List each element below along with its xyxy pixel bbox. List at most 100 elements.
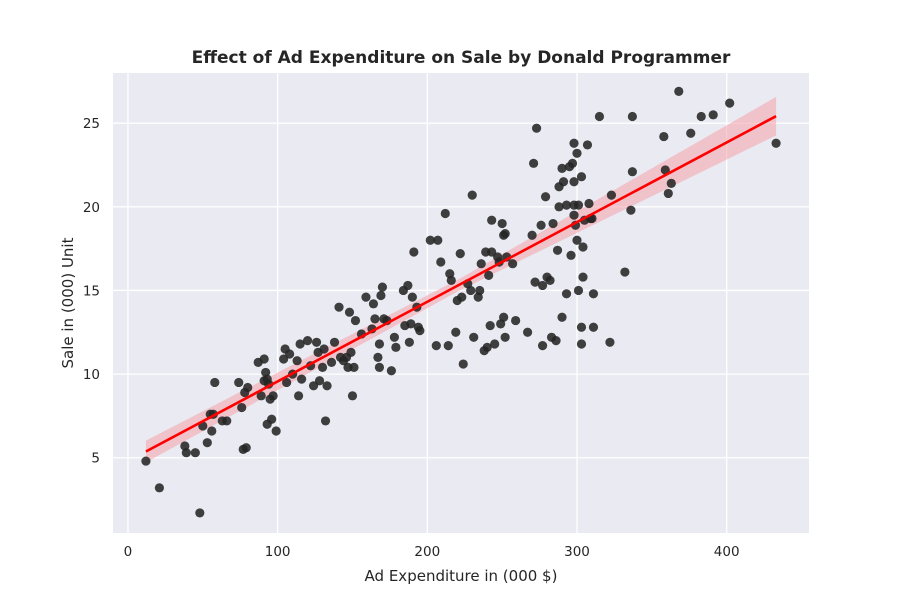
data-point bbox=[425, 235, 435, 245]
data-point bbox=[528, 158, 539, 168]
data-point bbox=[451, 327, 461, 337]
data-point bbox=[386, 366, 396, 376]
data-point bbox=[572, 235, 582, 245]
data-point bbox=[361, 292, 371, 302]
x-tick-label: 100 bbox=[265, 544, 291, 560]
data-point bbox=[576, 339, 587, 349]
data-point bbox=[567, 158, 578, 168]
data-point bbox=[530, 277, 540, 287]
data-point bbox=[181, 448, 191, 458]
data-point bbox=[582, 140, 593, 150]
data-point bbox=[329, 337, 340, 347]
data-point bbox=[295, 339, 305, 349]
data-point bbox=[374, 362, 385, 372]
data-point bbox=[476, 259, 486, 269]
data-point bbox=[511, 315, 521, 326]
data-point bbox=[344, 307, 355, 317]
y-tick-label: 5 bbox=[91, 451, 100, 467]
data-point bbox=[482, 342, 492, 352]
data-point bbox=[389, 332, 399, 342]
data-point bbox=[487, 215, 497, 225]
data-point bbox=[294, 391, 304, 401]
data-point bbox=[406, 319, 416, 329]
y-axis-label: Sale in (000) Unit bbox=[59, 237, 77, 368]
data-point bbox=[234, 377, 244, 388]
data-point bbox=[259, 354, 269, 364]
data-point bbox=[443, 341, 453, 351]
data-point bbox=[545, 275, 555, 286]
data-point bbox=[317, 362, 328, 372]
data-point bbox=[285, 349, 295, 359]
data-point bbox=[573, 200, 584, 210]
data-point bbox=[686, 128, 696, 138]
regression-line-group bbox=[145, 115, 777, 453]
data-point bbox=[569, 138, 579, 148]
data-point bbox=[376, 290, 386, 301]
data-point bbox=[407, 292, 417, 302]
data-point bbox=[391, 342, 401, 352]
data-point bbox=[334, 302, 344, 312]
data-point bbox=[569, 210, 579, 220]
data-point bbox=[455, 249, 465, 259]
data-point bbox=[573, 285, 584, 296]
data-point bbox=[207, 426, 217, 436]
data-point bbox=[523, 327, 533, 337]
x-tick-label: 0 bbox=[124, 544, 133, 560]
data-point bbox=[190, 448, 200, 458]
data-point bbox=[620, 267, 630, 277]
data-point bbox=[660, 165, 670, 175]
data-point bbox=[311, 337, 322, 347]
data-point bbox=[584, 198, 594, 209]
regression-line bbox=[145, 115, 777, 453]
data-point bbox=[500, 228, 510, 239]
data-point bbox=[458, 359, 468, 369]
data-point bbox=[431, 341, 441, 351]
data-point bbox=[576, 322, 587, 332]
data-point bbox=[508, 259, 518, 269]
data-point bbox=[500, 332, 510, 342]
data-point bbox=[350, 315, 361, 326]
data-point bbox=[499, 312, 509, 322]
data-point bbox=[626, 205, 636, 215]
x-tick-label: 300 bbox=[564, 544, 590, 560]
data-point bbox=[466, 285, 476, 296]
data-point bbox=[561, 200, 572, 210]
data-point bbox=[377, 282, 388, 292]
data-point bbox=[666, 178, 676, 188]
data-point bbox=[475, 285, 485, 296]
data-point bbox=[771, 138, 781, 148]
data-point bbox=[531, 123, 542, 133]
data-point bbox=[725, 98, 735, 108]
data-point bbox=[326, 357, 337, 367]
data-point bbox=[606, 190, 617, 200]
data-point bbox=[572, 148, 582, 158]
data-point bbox=[154, 483, 164, 493]
data-point bbox=[322, 381, 332, 391]
data-points bbox=[141, 86, 781, 518]
chart-title: Effect of Ad Expenditure on Sale by Dona… bbox=[192, 48, 731, 68]
data-point bbox=[566, 250, 576, 260]
data-point bbox=[346, 347, 356, 357]
data-point bbox=[271, 426, 281, 436]
data-point bbox=[319, 344, 329, 354]
data-point bbox=[404, 337, 414, 347]
data-point bbox=[195, 508, 205, 518]
data-point bbox=[256, 391, 266, 401]
data-point bbox=[484, 270, 494, 280]
x-tick-label: 200 bbox=[414, 544, 440, 560]
data-point bbox=[241, 443, 251, 453]
data-point bbox=[594, 111, 605, 122]
data-point bbox=[374, 339, 385, 349]
data-point bbox=[267, 414, 277, 424]
data-point bbox=[708, 110, 718, 120]
data-point bbox=[490, 339, 500, 349]
data-point bbox=[368, 299, 379, 309]
data-point bbox=[370, 314, 380, 324]
data-point bbox=[349, 362, 359, 372]
data-point bbox=[537, 341, 548, 351]
data-point bbox=[222, 416, 232, 426]
data-point bbox=[576, 172, 587, 182]
data-point bbox=[696, 111, 706, 122]
data-point bbox=[663, 188, 673, 199]
data-point bbox=[314, 376, 325, 386]
